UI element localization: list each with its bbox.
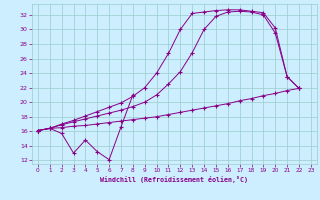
X-axis label: Windchill (Refroidissement éolien,°C): Windchill (Refroidissement éolien,°C) <box>100 176 248 183</box>
